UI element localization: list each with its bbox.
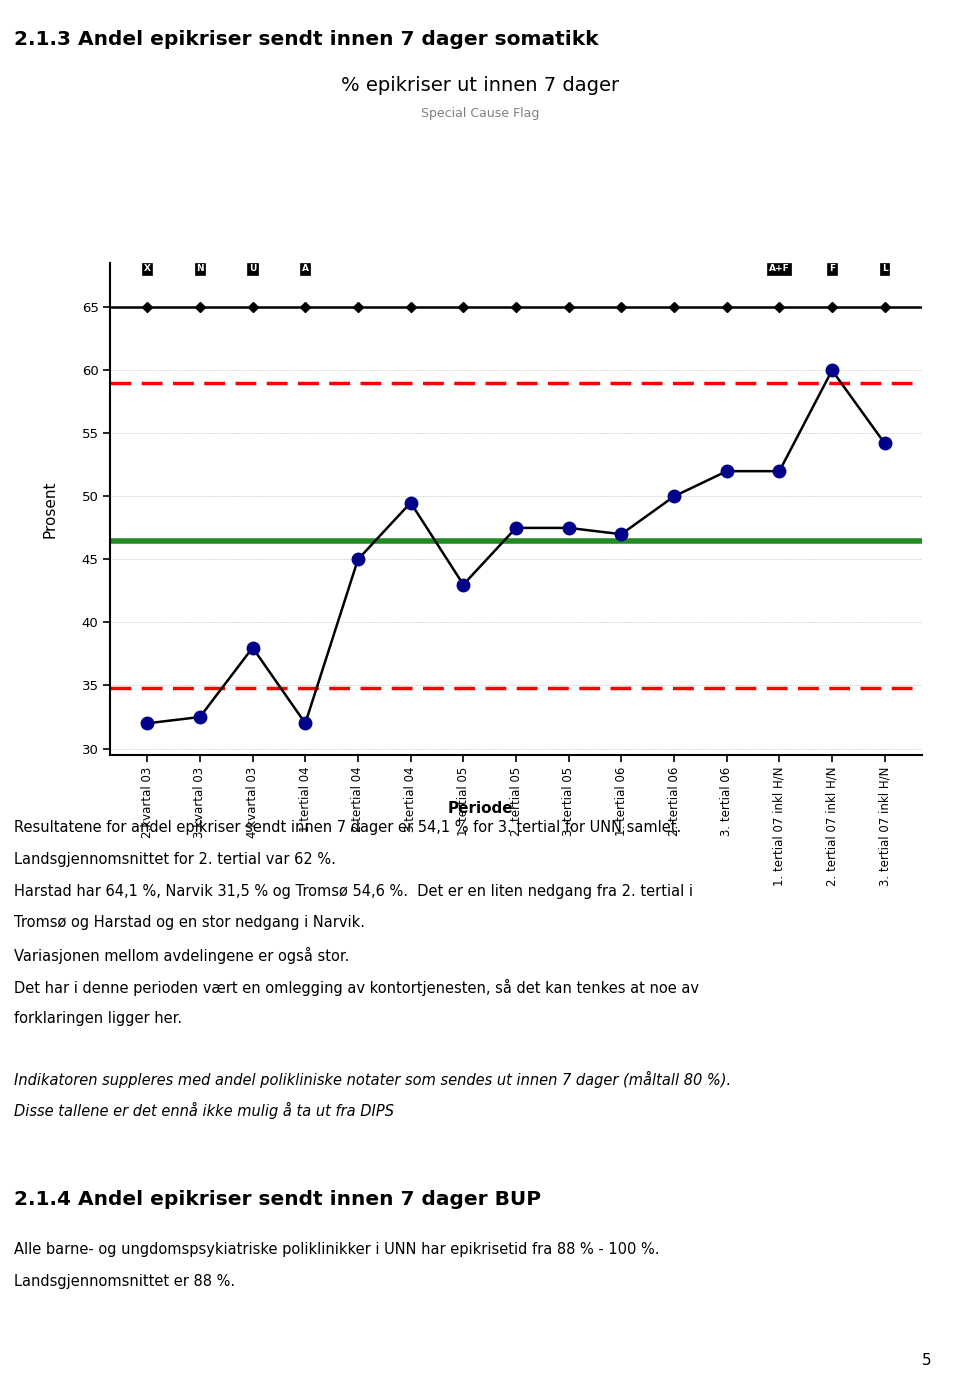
Text: Indikatoren suppleres med andel polikliniske notater som sendes ut innen 7 dager: Indikatoren suppleres med andel poliklin… — [14, 1071, 732, 1087]
Text: A: A — [301, 265, 309, 273]
Text: Landsgjennomsnittet er 88 %.: Landsgjennomsnittet er 88 %. — [14, 1274, 235, 1289]
Text: 2.1.3 Andel epikriser sendt innen 7 dager somatikk: 2.1.3 Andel epikriser sendt innen 7 dage… — [14, 30, 599, 50]
Text: Variasjonen mellom avdelingene er også stor.: Variasjonen mellom avdelingene er også s… — [14, 947, 349, 964]
Text: L: L — [882, 265, 888, 273]
Text: Resultatene for andel epikriser sendt innen 7 dager er 54,1 % for 3. tertial for: Resultatene for andel epikriser sendt in… — [14, 820, 682, 835]
Text: F: F — [829, 265, 835, 273]
Text: 2.1.4 Andel epikriser sendt innen 7 dager BUP: 2.1.4 Andel epikriser sendt innen 7 dage… — [14, 1190, 541, 1209]
Text: Det har i denne perioden vært en omlegging av kontortjenesten, så det kan tenkes: Det har i denne perioden vært en omleggi… — [14, 979, 700, 996]
Text: Landsgjennomsnittet for 2. tertial var 62 %.: Landsgjennomsnittet for 2. tertial var 6… — [14, 852, 336, 867]
Text: Harstad har 64,1 %, Narvik 31,5 % og Tromsø 54,6 %.  Det er en liten nedgang fra: Harstad har 64,1 %, Narvik 31,5 % og Tro… — [14, 884, 693, 899]
Text: Special Cause Flag: Special Cause Flag — [420, 107, 540, 119]
Text: Tromsø og Harstad og en stor nedgang i Narvik.: Tromsø og Harstad og en stor nedgang i N… — [14, 915, 366, 931]
Y-axis label: Prosent: Prosent — [42, 481, 58, 537]
Text: Disse tallene er det ennå ikke mulig å ta ut fra DIPS: Disse tallene er det ennå ikke mulig å t… — [14, 1102, 395, 1119]
Text: 5: 5 — [922, 1353, 931, 1367]
Text: A+F: A+F — [769, 265, 790, 273]
Text: Alle barne- og ungdomspsykiatriske poliklinikker i UNN har epikrisetid fra 88 % : Alle barne- og ungdomspsykiatriske polik… — [14, 1242, 660, 1258]
Text: forklaringen ligger her.: forklaringen ligger her. — [14, 1011, 182, 1026]
Text: Periode: Periode — [447, 801, 513, 816]
Text: X: X — [144, 265, 151, 273]
Text: % epikriser ut innen 7 dager: % epikriser ut innen 7 dager — [341, 76, 619, 96]
Text: N: N — [196, 265, 204, 273]
Text: U: U — [249, 265, 256, 273]
